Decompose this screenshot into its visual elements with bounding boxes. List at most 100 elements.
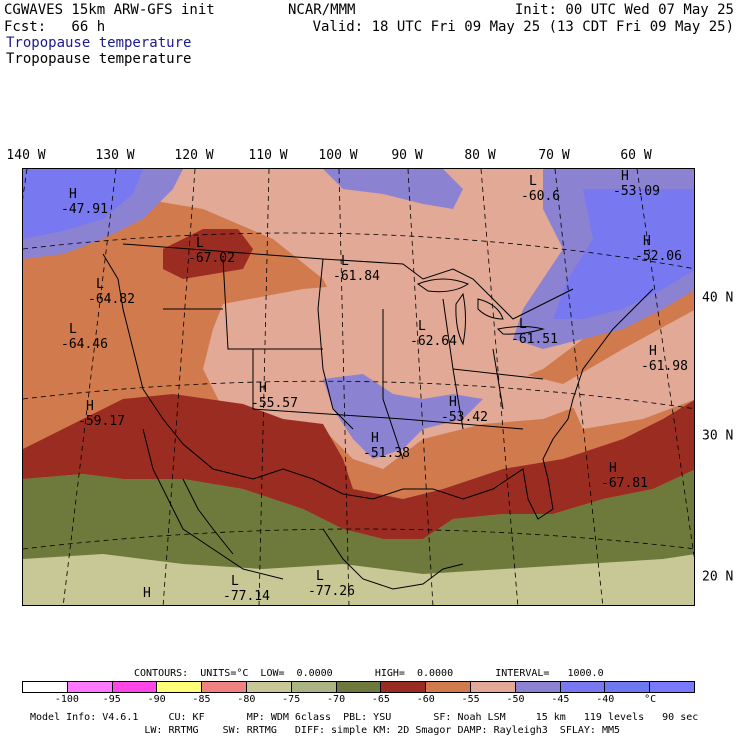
map-label-low: L -64.46 [61,322,108,352]
colorbar-tick-label: -75 [282,694,301,705]
shade-blue-ne [553,189,694,319]
tropopause-temperature-map: H -47.91 L -67.02 L -64.82 L -61.84 L -64.46 H -59.… [22,168,695,606]
lon-label-80w: 80 W [464,148,496,163]
shade-dark-red-band [23,394,694,539]
map-label-low: L -60.6 [521,174,560,204]
colorbar-tick-label: -95 [102,694,121,705]
map-labels: H -47.91 L -67.02 L -64.82 L -61.84 L -64.46 H -59.… [23,169,694,605]
map-label-high: H -67.81 [601,461,648,491]
pressure-center-value: -55.57 [251,396,298,411]
colorbar-swatch [515,682,561,692]
map-label-high: H -55.57 [251,381,298,411]
pressure-center-value: -53.09 [613,184,660,199]
colorbar-swatch [157,682,203,692]
shade-periwinkle-north [323,169,463,209]
map-label-high: H -53.09 [613,169,660,199]
map-label-high: H -51.38 [363,431,410,461]
map-label-high: H -59.17 [78,399,125,429]
forecast-hour: Fcst: 66 h [4,19,106,35]
colorbar-swatch [560,682,606,692]
map-label-low: L -77.26 [308,569,355,599]
pressure-center-letter: L [529,174,537,189]
map-label-high: H -47.91 [61,187,108,217]
shade-blue-nw [23,169,143,239]
valid-time: Valid: 18 UTC Fri 09 May 25 (13 CDT Fri … [312,19,734,35]
lon-label-140w: 140 W [6,148,46,163]
great-lakes [416,278,545,346]
contours-info: CONTOURS: UNITS=°C LOW= 0.0000 HIGH= 0.0… [0,668,740,690]
pressure-center-letter: H [259,381,267,396]
colorbar-tick-label: -60 [416,694,435,705]
map-label-low: L -61.51 [511,317,558,347]
colorbar-swatch [381,682,427,692]
coastlines-borders [102,243,654,520]
pressure-center-value: -62.64 [410,334,457,349]
pressure-center-letter: H [143,586,151,601]
colorbar-swatch [112,682,158,692]
map-label-high: H [135,586,151,601]
shade-light-salmon-atlantic [563,310,694,429]
colorbar-swatch [470,682,516,692]
lat-label-20n: 20 N [702,569,734,585]
colorbar-tick-label: -45 [551,694,570,705]
pressure-center-value: -61.98 [641,359,688,374]
colorbar-tick-label: -80 [237,694,256,705]
colorbar-tick-label: -65 [371,694,390,705]
pressure-center-value: -64.46 [61,337,108,352]
colorbar-tick-label: -85 [192,694,211,705]
map-label-low: L -62.64 [410,319,457,349]
pressure-center-letter: H [371,431,379,446]
pressure-center-letter: H [621,169,629,184]
init-time: Init: 00 UTC Wed 07 May 25 [514,2,734,18]
pressure-center-value: -59.17 [78,414,125,429]
model-title: CGWAVES 15km ARW-GFS init [4,2,215,18]
colorbar-swatch [23,682,68,692]
colorbar-swatch [605,682,651,692]
map-label-low: L -61.84 [333,254,380,284]
colorbar-tick-label: -100 [54,694,79,705]
colorbar-swatch [650,682,694,692]
lon-label-60w: 60 W [620,148,652,163]
pressure-center-value: -47.91 [61,202,108,217]
lon-label-110w: 110 W [248,148,288,163]
colorbar-tick-label: -40 [596,694,615,705]
colorbar-tick-label: -70 [327,694,346,705]
pressure-center-letter: L [231,574,239,589]
lon-label-100w: 100 W [318,148,358,163]
pressure-center-value: -77.14 [223,589,270,604]
map-label-high: H -52.06 [635,234,682,264]
colorbar-swatch [426,682,471,692]
pressure-center-value: -53.42 [441,410,488,425]
colorbar-tick-label: -55 [461,694,480,705]
colorbar-tick-label: -50 [506,694,525,705]
pressure-center-value: -52.06 [635,249,682,264]
pressure-center-letter: H [86,399,94,414]
colorbar-swatch [67,682,113,692]
map-label-low: L -64.82 [88,277,135,307]
pressure-center-letter: H [643,234,651,249]
graticule [23,169,694,605]
colorbar [22,681,695,693]
colorbar-swatch [291,682,337,692]
colorbar-tick-label: °C [644,694,657,705]
colorbar-swatch [202,682,247,692]
mexico-outline [142,428,464,590]
pressure-center-letter: H [609,461,617,476]
pressure-center-value: -60.6 [521,189,561,204]
colorbar-ticks: -100 -95 -90 -85 -80 -75 -70 -65 -60 -55 -50 -45 -40… [22,694,695,706]
colorbar-swatch [246,682,292,692]
lon-label-130w: 130 W [95,148,135,163]
pressure-center-letter: L [69,322,77,337]
pressure-center-letter: H [649,344,657,359]
pressure-center-letter: L [96,277,104,292]
model-info-line2: LW: RRTMG SW: RRTMG DIFF: simple KM: 2D … [30,725,621,736]
model-info-line1: Model Info: V4.6.1 CU: KF MP: WDM 6class… [30,712,699,723]
pressure-center-value: -67.02 [188,251,235,266]
map-label-high: H -53.42 [441,395,488,425]
pressure-center-letter: L [341,254,349,269]
lon-label-120w: 120 W [174,148,214,163]
pressure-center-letter: L [316,569,324,584]
colorbar-swatch [336,682,382,692]
map-label-low: L -77.14 [223,574,270,604]
pressure-center-letter: L [418,319,426,334]
